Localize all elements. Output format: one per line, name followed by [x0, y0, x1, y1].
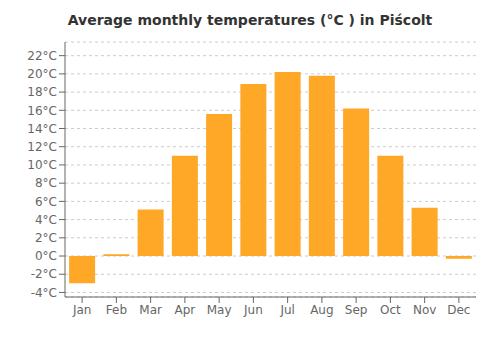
- svg-text:14°C: 14°C: [27, 122, 57, 136]
- html-text:Average monthly temperatures (: Average monthly temperatures (°C ) in Pi…: [67, 12, 433, 28]
- svg-text:-4°C: -4°C: [31, 286, 57, 300]
- svg-text:2°C: 2°C: [35, 231, 57, 245]
- svg-text:Aug: Aug: [310, 303, 333, 317]
- svg-text:Nov: Nov: [413, 303, 436, 317]
- svg-text:Oct: Oct: [380, 303, 401, 317]
- svg-text:Dec: Dec: [447, 303, 470, 317]
- svg-text:Jan: Jan: [72, 303, 92, 317]
- svg-text:Jun: Jun: [243, 303, 263, 317]
- svg-text:10°C: 10°C: [27, 158, 57, 172]
- svg-text:20°C: 20°C: [27, 67, 57, 81]
- svg-text:6°C: 6°C: [35, 195, 57, 209]
- svg-text:May: May: [207, 303, 232, 317]
- svg-text:4°C: 4°C: [35, 213, 57, 227]
- svg-text:18°C: 18°C: [27, 85, 57, 99]
- svg-text:Jul: Jul: [279, 303, 294, 317]
- svg-text:0°C: 0°C: [35, 249, 57, 263]
- svg-text:8°C: 8°C: [35, 176, 57, 190]
- svg-text:12°C: 12°C: [27, 140, 57, 154]
- svg-text:-2°C: -2°C: [31, 267, 57, 281]
- svg-text:Apr: Apr: [174, 303, 195, 317]
- svg-text:Feb: Feb: [106, 303, 127, 317]
- svg-text:Mar: Mar: [139, 303, 162, 317]
- svg-text:Sep: Sep: [345, 303, 368, 317]
- svg-text:16°C: 16°C: [27, 104, 57, 118]
- svg-text:22°C: 22°C: [27, 49, 57, 63]
